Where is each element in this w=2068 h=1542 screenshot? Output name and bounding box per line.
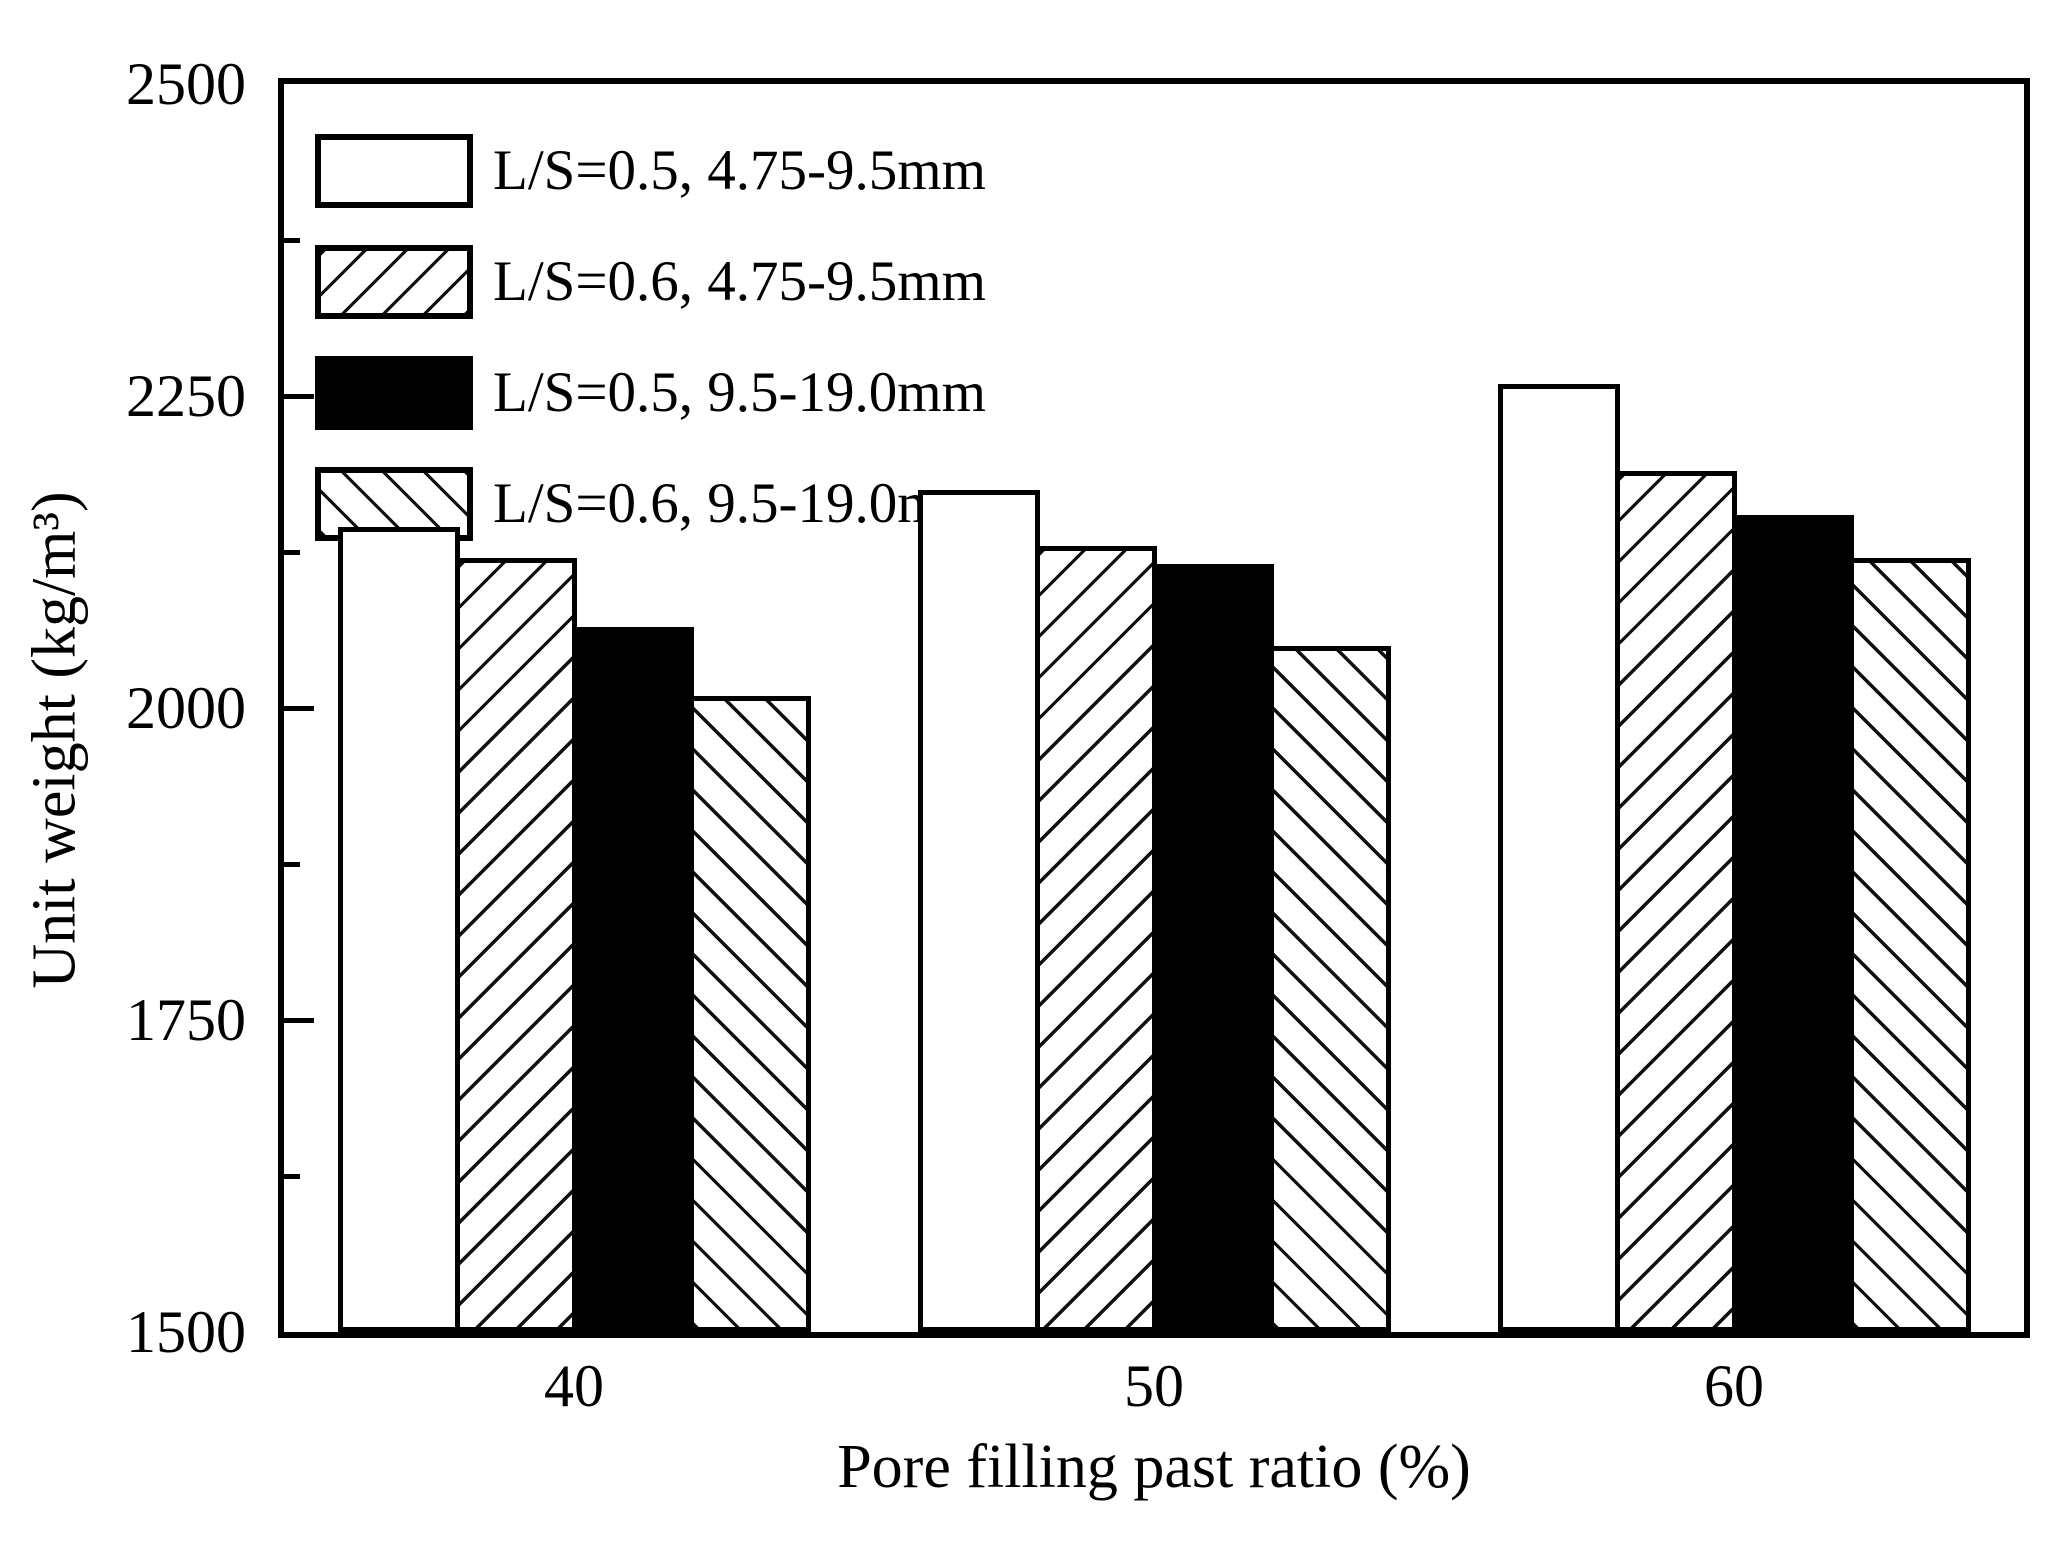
bar-40-series-4 [689, 696, 811, 1332]
y-axis-tick-label: 2000 [126, 675, 246, 741]
legend-row: L/S=0.6, 4.75-9.5mm [315, 245, 986, 319]
x-axis-tick-label: 40 [544, 1353, 604, 1419]
bar-50-series-2 [1035, 546, 1157, 1332]
bar-50-series-1 [918, 490, 1040, 1332]
legend-row: L/S=0.6, 9.5-19.0mm [315, 467, 986, 541]
bar-60-series-4 [1849, 558, 1971, 1332]
y-major-tick [284, 705, 314, 711]
y-major-tick [284, 393, 314, 399]
legend: L/S=0.5, 4.75-9.5mm L/S=0.6, 4.75-9.5mm L/… [315, 134, 986, 541]
y-minor-tick [284, 549, 300, 555]
y-axis-title: Unit weight (kg/m³) [20, 491, 89, 989]
y-axis-tick-label: 2250 [126, 363, 246, 429]
bar-50-series-4 [1269, 646, 1391, 1332]
y-minor-tick [284, 861, 300, 867]
bar-40-series-3 [572, 627, 694, 1332]
legend-label: L/S=0.5, 9.5-19.0mm [493, 361, 986, 424]
legend-row: L/S=0.5, 4.75-9.5mm [315, 134, 986, 208]
bar-40-series-1 [338, 527, 460, 1332]
y-major-tick [284, 1017, 314, 1023]
legend-swatch-solid-black [315, 356, 473, 430]
bar-50-series-3 [1152, 564, 1274, 1332]
bar-60-series-3 [1732, 515, 1854, 1332]
x-axis-tick-label: 50 [1124, 1353, 1184, 1419]
y-axis-tick-label: 2500 [126, 51, 246, 117]
legend-label: L/S=0.5, 4.75-9.5mm [493, 139, 986, 202]
legend-swatch-hatch-forward [315, 245, 473, 319]
y-minor-tick [284, 1173, 300, 1179]
legend-label: L/S=0.6, 4.75-9.5mm [493, 250, 986, 313]
x-axis-tick-label: 60 [1704, 1353, 1764, 1419]
bar-40-series-2 [455, 558, 577, 1332]
plot-area: L/S=0.5, 4.75-9.5mm L/S=0.6, 4.75-9.5mm L/… [278, 78, 2030, 1338]
legend-row: L/S=0.5, 9.5-19.0mm [315, 356, 986, 430]
legend-swatch-solid-white [315, 134, 473, 208]
bar-60-series-1 [1498, 384, 1620, 1332]
y-axis-tick-label: 1750 [126, 987, 246, 1053]
legend-label: L/S=0.6, 9.5-19.0mm [493, 472, 986, 535]
y-axis-tick-label: 1500 [126, 1299, 246, 1365]
bar-60-series-2 [1615, 471, 1737, 1332]
x-axis-title: Pore filling past ratio (%) [837, 1433, 1471, 1501]
y-minor-tick [284, 237, 300, 243]
